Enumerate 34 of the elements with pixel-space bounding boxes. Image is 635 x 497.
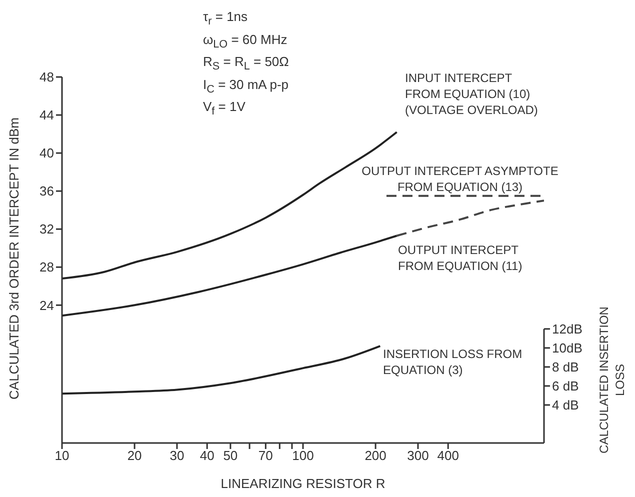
series-label: OUTPUT INTERCEPT ASYMPTOTE FROM EQUATION (13) [360,163,560,195]
y-tick-label: 32 [40,222,54,237]
y-tick-label: 36 [40,184,54,199]
x-axis-title: LINEARIZING RESISTOR R [220,476,386,491]
y-tick-label: 44 [40,108,54,123]
x-tick-label: 100 [292,448,314,464]
text: ω$_{LO}$ = 60 MHz [203,30,288,52]
y2-tick-label: 6 dB [552,378,579,394]
text: R$_{S}$ = R$_{L}$ = 50Ω [203,53,289,75]
series-label: INSERTION LOSS FROM EQUATION (3) [383,346,524,378]
y-axis-title: CALCULATED 3rd ORDER INTERCEPT IN dBm [6,116,22,402]
series-label: INPUT INTERCEPT FROM EQUATION (10) (VOLTAGE OVERLOAD) [405,70,539,118]
text: τ$_{r}$ = 1ns [203,8,249,30]
y2-tick-label: 8 dB [552,360,579,375]
x-tick-label: 200 [364,448,386,464]
y2-tick-label: 10dB [552,340,582,356]
annotation: V$_{f}$ = 1V [203,98,246,120]
x-tick-label: 10 [54,448,70,464]
annotation: I$_{C}$ = 30 mA p-p [203,76,289,98]
y2-tick-label: 4 dB [552,398,579,413]
series-label: OUTPUT INTERCEPT FROM EQUATION (11) [398,242,524,274]
y-tick-label: 40 [40,146,54,161]
y-tick-label: 28 [40,260,54,275]
x-tick-label: 40 [200,448,214,464]
x-tick-label: 30 [170,448,184,464]
x-tick-label: 300 [407,448,429,464]
y-tick-label: 48 [40,70,54,85]
x-tick-label: 70 [258,448,273,464]
x-tick-label: 50 [223,448,238,464]
y2-tick-label: 12dB [552,322,582,337]
y2-axis-title: CALCULATED INSERTION LOSS [596,306,628,455]
y-tick-label: 24 [40,298,54,313]
x-tick-label: 20 [127,448,142,464]
x-tick-label: 400 [437,448,459,464]
